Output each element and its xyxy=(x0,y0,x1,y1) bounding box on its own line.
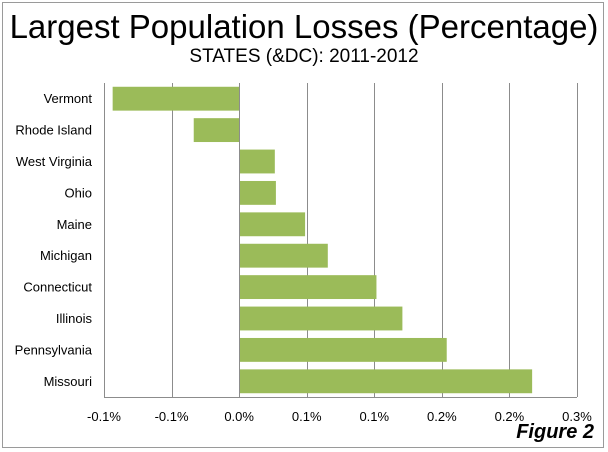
x-tick-label: 0.2% xyxy=(495,409,525,424)
x-tick-label: 0.3% xyxy=(562,409,592,424)
category-label: Vermont xyxy=(44,91,93,106)
bar-vermont xyxy=(112,86,240,111)
figure-label: Figure 2 xyxy=(516,421,594,443)
chart-subtitle: STATES (&DC): 2011-2012 xyxy=(189,46,419,67)
category-label: Ohio xyxy=(65,185,92,200)
bar-missouri xyxy=(239,369,533,394)
category-label: Pennsylvania xyxy=(15,342,93,357)
axes xyxy=(104,83,577,398)
x-tick-label: 0.1% xyxy=(292,409,322,424)
x-tick-label: 0.2% xyxy=(427,409,457,424)
category-label: Illinois xyxy=(56,311,93,326)
category-label: Missouri xyxy=(44,374,93,389)
x-tick-label: -0.1% xyxy=(87,409,121,424)
bar-west-virginia xyxy=(239,149,275,174)
category-label: Maine xyxy=(57,217,92,232)
bar-connecticut xyxy=(239,275,377,300)
bar-pennsylvania xyxy=(239,337,447,362)
category-label: Rhode Island xyxy=(15,123,92,138)
bar-rhode-island xyxy=(193,118,240,143)
x-tick-labels: -0.1% -0.1% 0.0% 0.1% 0.1% 0.2% 0.2% 0.3% xyxy=(87,409,592,424)
category-label: West Virginia xyxy=(16,154,93,169)
x-tick-label: 0.1% xyxy=(359,409,389,424)
category-label: Connecticut xyxy=(23,280,92,295)
category-labels: Vermont Rhode Island West Virginia Ohio Main… xyxy=(15,91,93,389)
x-tick-label: -0.1% xyxy=(155,409,189,424)
bar-michigan xyxy=(239,243,328,268)
bars xyxy=(112,86,533,394)
bar-maine xyxy=(239,212,306,237)
bar-ohio xyxy=(239,180,276,205)
bar-illinois xyxy=(239,306,403,331)
category-label: Michigan xyxy=(40,248,92,263)
x-tick-label: 0.0% xyxy=(224,409,254,424)
chart-title: Largest Population Losses (Percentage) xyxy=(9,8,599,45)
